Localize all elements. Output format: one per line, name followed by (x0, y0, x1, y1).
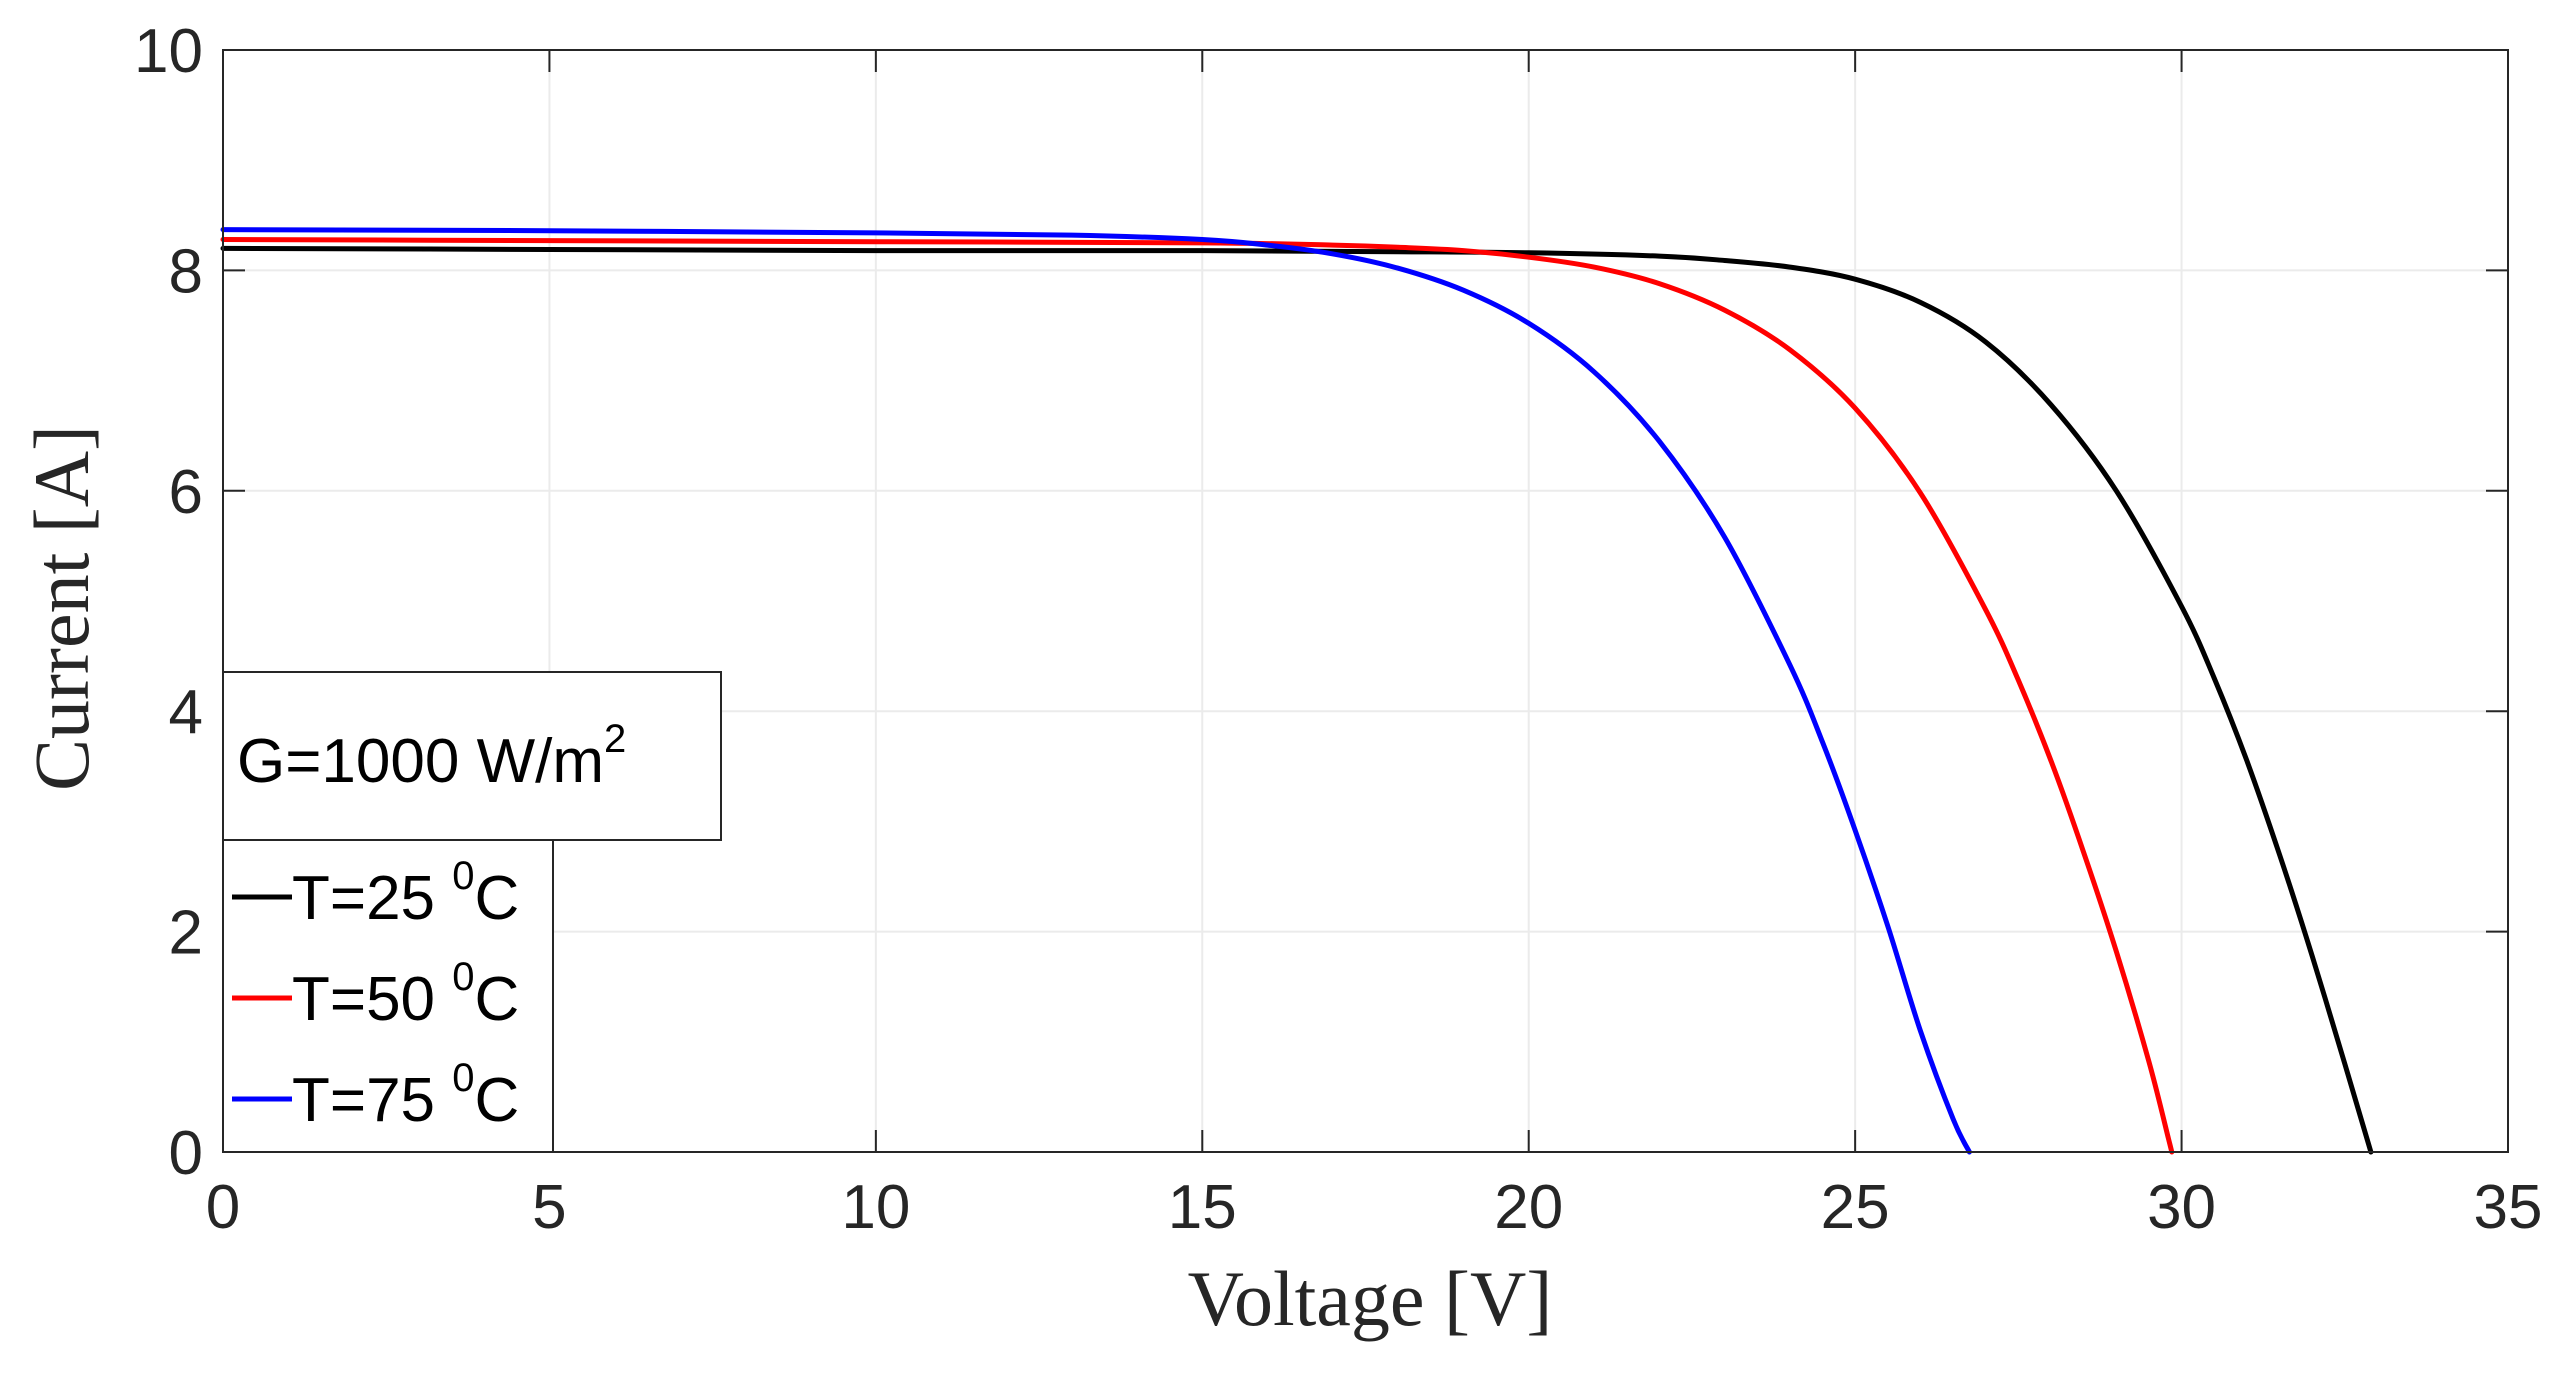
y-tick-label: 4 (169, 678, 203, 747)
x-tick-label: 5 (532, 1173, 566, 1242)
annotation-text: G=1000 W/m2 (237, 717, 626, 796)
x-tick-label: 35 (2474, 1173, 2543, 1242)
legend-label: T=25 0C (292, 854, 519, 933)
x-tick-label: 10 (841, 1173, 910, 1242)
data-series (220, 227, 2374, 1155)
x-tick-label: 0 (206, 1173, 240, 1242)
tick-labels: 0 5 10 15 20 25 30 35 0 2 4 6 8 10 (134, 17, 2542, 1242)
x-axis-label: Voltage [V] (1188, 1255, 1553, 1342)
y-tick-label: 0 (169, 1119, 203, 1188)
x-tick-label: 30 (2147, 1173, 2216, 1242)
series-line-1 (220, 245, 2374, 1155)
series-line-2 (220, 237, 2175, 1155)
irradiance-annotation: G=1000 W/m2 (222, 671, 722, 841)
y-axis-label: Current [A] (18, 425, 105, 791)
x-tick-label: 20 (1494, 1173, 1563, 1242)
y-tick-label: 6 (169, 458, 203, 527)
legend-label: T=50 0C (292, 955, 519, 1034)
plot-area-frame (222, 49, 2509, 1153)
legend-label: T=75 0C (292, 1056, 519, 1135)
series-line-3 (220, 227, 1972, 1155)
y-tick-label: 10 (134, 17, 203, 86)
legend: T=25 0C T=50 0C T=75 0C (222, 839, 554, 1153)
x-tick-label: 15 (1168, 1173, 1237, 1242)
y-tick-label: 2 (169, 899, 203, 968)
annotation-box (222, 671, 722, 841)
x-tick-label: 25 (1821, 1173, 1890, 1242)
y-tick-label: 8 (169, 237, 203, 306)
